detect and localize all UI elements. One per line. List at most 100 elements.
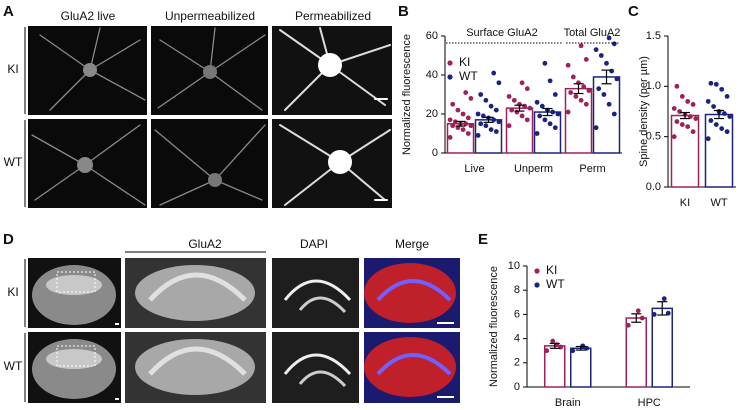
row-label: WT xyxy=(4,155,23,169)
data-point xyxy=(570,348,576,354)
data-point xyxy=(651,312,657,317)
data-point xyxy=(452,119,458,125)
data-point xyxy=(493,107,499,113)
data-point xyxy=(593,125,599,131)
column-header: GluA2 live xyxy=(61,9,116,23)
data-point xyxy=(693,116,699,121)
legend-marker xyxy=(447,74,453,80)
data-point xyxy=(488,127,494,132)
panel-label: B xyxy=(398,3,409,20)
data-point xyxy=(465,115,471,121)
y-axis-label: Spine density (per µm) xyxy=(638,56,650,167)
data-point xyxy=(524,117,530,123)
data-point xyxy=(679,122,685,127)
data-point xyxy=(539,103,545,109)
column-header: Unpermeabilized xyxy=(165,9,255,23)
data-point xyxy=(463,90,469,95)
legend-marker xyxy=(534,268,540,274)
data-point xyxy=(614,76,620,82)
data-point xyxy=(685,99,691,104)
data-point xyxy=(661,296,667,302)
x-tick-label: Brain xyxy=(555,397,581,409)
data-point xyxy=(606,35,612,41)
annotation: Surface GluA2 xyxy=(466,27,538,39)
y-tick-label: 20 xyxy=(426,108,438,120)
y-tick-label: 6 xyxy=(514,308,520,320)
data-point xyxy=(685,124,691,129)
data-point xyxy=(705,136,711,142)
legend-label: KI xyxy=(546,263,557,277)
y-tick-label: 8 xyxy=(514,284,520,296)
annotation: Total GluA2 xyxy=(564,27,621,39)
bar xyxy=(651,307,673,388)
panel-label: C xyxy=(628,3,639,20)
data-point xyxy=(496,119,502,125)
data-point xyxy=(460,127,466,132)
legend-label: WT xyxy=(546,277,565,291)
data-point xyxy=(455,107,461,113)
data-point xyxy=(475,133,481,138)
data-point xyxy=(713,122,719,127)
data-point xyxy=(478,121,484,127)
data-point xyxy=(625,322,631,328)
bar xyxy=(505,107,534,154)
data-point xyxy=(547,78,553,84)
data-point xyxy=(674,119,680,124)
data-point xyxy=(519,113,525,119)
data-point xyxy=(598,53,604,58)
data-point xyxy=(611,111,617,117)
data-point xyxy=(713,81,719,87)
data-point xyxy=(609,68,615,74)
data-point xyxy=(586,88,592,93)
micrographs-d xyxy=(28,251,460,403)
y-tick-label: 2 xyxy=(514,357,520,369)
data-point xyxy=(593,47,599,53)
data-point xyxy=(565,109,571,115)
column-header: DAPI xyxy=(300,237,328,251)
data-point xyxy=(522,103,528,109)
data-point xyxy=(688,114,693,119)
data-point xyxy=(596,86,602,92)
data-point xyxy=(555,111,561,117)
data-point xyxy=(635,308,641,314)
bar xyxy=(704,113,734,188)
y-tick-label: 10 xyxy=(508,260,520,272)
data-point xyxy=(460,111,466,117)
y-tick-label: 40 xyxy=(426,69,438,81)
data-point xyxy=(483,123,489,129)
panel-label: E xyxy=(478,231,488,248)
data-point xyxy=(534,131,540,136)
row-label: KI xyxy=(7,62,18,76)
x-tick-label: Live xyxy=(464,163,484,175)
y-tick-label: 0.0 xyxy=(646,181,661,193)
data-point xyxy=(478,92,484,97)
data-point xyxy=(690,102,696,107)
data-point xyxy=(552,92,558,97)
y-tick-label: 60 xyxy=(426,30,438,42)
data-point xyxy=(496,80,502,86)
data-point xyxy=(611,41,617,47)
data-point xyxy=(674,83,680,89)
column-header: Merge xyxy=(395,237,429,251)
data-point xyxy=(547,121,553,127)
panel-label: D xyxy=(3,231,14,248)
data-point xyxy=(679,94,685,99)
data-point xyxy=(584,345,590,351)
data-point xyxy=(450,123,456,129)
data-point xyxy=(568,90,574,95)
data-point xyxy=(450,101,456,107)
data-point xyxy=(677,109,682,114)
x-tick-label: Perm xyxy=(579,163,605,175)
bar xyxy=(670,114,700,188)
data-point xyxy=(722,111,727,116)
data-point xyxy=(690,129,696,135)
data-point xyxy=(509,107,515,113)
data-point xyxy=(537,113,543,119)
data-point xyxy=(705,99,711,104)
column-header: Permeabilized xyxy=(295,9,371,23)
data-point xyxy=(519,80,525,86)
data-point xyxy=(544,348,550,354)
data-point xyxy=(583,101,589,107)
data-point xyxy=(578,97,584,103)
